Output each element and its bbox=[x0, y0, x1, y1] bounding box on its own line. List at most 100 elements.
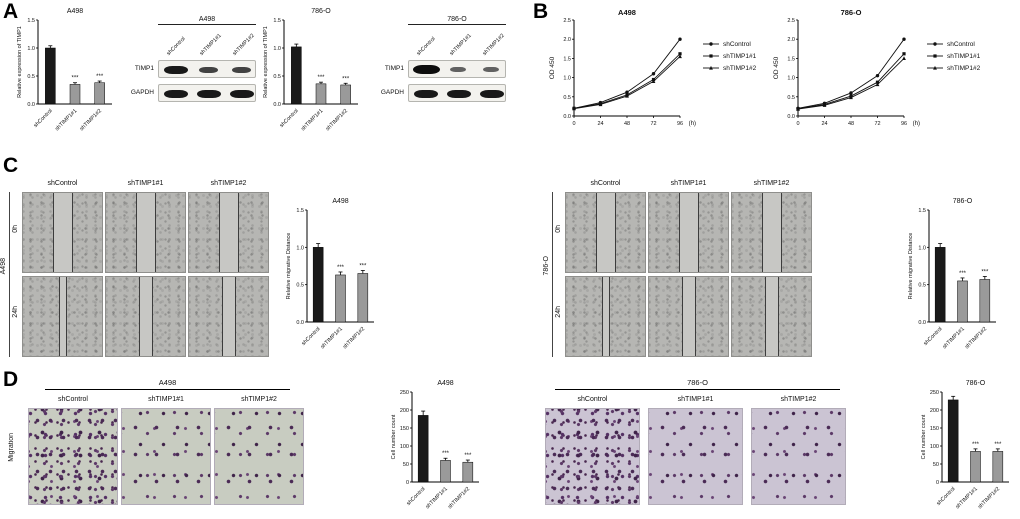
svg-text:Relative migrative Distance: Relative migrative Distance bbox=[908, 233, 914, 300]
scratch-image-786o-0h-shtimp1-2 bbox=[731, 192, 812, 273]
svg-text:1.0: 1.0 bbox=[27, 46, 35, 52]
svg-text:1.5: 1.5 bbox=[27, 18, 35, 24]
svg-text:shTIMP1#2: shTIMP1#2 bbox=[325, 108, 349, 132]
scratch-image-a498-0h-shtimp1-2 bbox=[188, 192, 269, 273]
scratch-image-a498-24h-shtimp1-1 bbox=[105, 276, 186, 357]
svg-text:0: 0 bbox=[936, 480, 939, 486]
blot-band bbox=[480, 90, 504, 98]
svg-text:200: 200 bbox=[400, 408, 409, 414]
blot-band-row-gapdh bbox=[408, 84, 506, 102]
lane-label: shTIMP1#2 bbox=[481, 32, 506, 57]
transwell-image-a498-shtimp1-1 bbox=[121, 408, 211, 505]
scratch-gap bbox=[52, 193, 73, 272]
svg-text:0.0: 0.0 bbox=[563, 114, 571, 120]
blot-band bbox=[164, 90, 188, 98]
svg-text:1.0: 1.0 bbox=[787, 76, 795, 82]
scratch-image-786o-0h-shtimp1-1 bbox=[648, 192, 729, 273]
group-header-786o: 786-O bbox=[555, 378, 840, 390]
svg-text:786-O: 786-O bbox=[966, 380, 986, 387]
scratch-image-786o-24h-shcontrol bbox=[565, 276, 646, 357]
bar-chart-cell-count-786o: 0 50 100 150 200 250 786-O Cell number count shC… bbox=[918, 376, 1013, 518]
blot-band bbox=[232, 67, 251, 73]
scratch-gap bbox=[218, 193, 239, 272]
row-label-0h: 0h bbox=[12, 225, 19, 233]
legend-label: shTIMP1#1 bbox=[723, 52, 757, 60]
column-label-shtimp1-1: shTIMP1#1 bbox=[127, 180, 164, 187]
column-label-shcontrol: shControl bbox=[47, 180, 78, 187]
line-chart-cck8-786o: 0.0 0.5 1.0 1.5 2.0 2.5 0 24 48 72 96 (h) 786-O OD 45… bbox=[770, 6, 922, 138]
group-header-a498: A498 bbox=[45, 378, 290, 390]
svg-text:shTIMP1#1: shTIMP1#1 bbox=[54, 108, 78, 132]
svg-text:0.5: 0.5 bbox=[273, 74, 281, 80]
svg-text:0: 0 bbox=[572, 121, 575, 127]
legend-label: shControl bbox=[947, 40, 975, 48]
svg-text:1.5: 1.5 bbox=[296, 208, 304, 214]
svg-text:2.5: 2.5 bbox=[563, 18, 571, 24]
svg-text:1.5: 1.5 bbox=[563, 56, 571, 62]
svg-text:***: *** bbox=[464, 453, 472, 459]
scratch-gap bbox=[678, 193, 699, 272]
blot-title-786o: 786-O bbox=[408, 16, 506, 25]
legend-entry: shControl bbox=[702, 40, 756, 48]
blot-band bbox=[483, 67, 499, 72]
blot-band bbox=[413, 65, 440, 74]
svg-text:0.5: 0.5 bbox=[787, 95, 795, 101]
column-label-shtimp1-1: shTIMP1#1 bbox=[670, 180, 707, 187]
cell-line-label-786o: 786-O bbox=[543, 256, 550, 276]
column-label-shcontrol: shControl bbox=[577, 396, 608, 403]
svg-text:250: 250 bbox=[930, 390, 939, 396]
svg-text:(h): (h) bbox=[689, 121, 696, 127]
blot-band bbox=[164, 66, 188, 74]
svg-text:1.5: 1.5 bbox=[273, 18, 281, 24]
blot-band-row-timp1 bbox=[158, 60, 256, 78]
svg-text:24: 24 bbox=[597, 121, 603, 127]
svg-text:0.0: 0.0 bbox=[918, 320, 926, 326]
scratch-gap bbox=[595, 193, 616, 272]
svg-text:***: *** bbox=[994, 442, 1002, 448]
transwell-image-a498-shcontrol bbox=[28, 408, 118, 505]
svg-text:50: 50 bbox=[933, 462, 939, 468]
svg-text:786-O: 786-O bbox=[311, 8, 331, 15]
column-label-shtimp1-1: shTIMP1#1 bbox=[148, 396, 184, 403]
svg-text:0.0: 0.0 bbox=[296, 320, 304, 326]
svg-text:24: 24 bbox=[821, 121, 827, 127]
svg-text:shTIMP1#1: shTIMP1#1 bbox=[300, 108, 324, 132]
svg-text:shTIMP1#1: shTIMP1#1 bbox=[425, 486, 449, 510]
svg-text:shControl: shControl bbox=[279, 108, 300, 129]
svg-text:***: *** bbox=[342, 76, 350, 82]
svg-text:A498: A498 bbox=[67, 8, 83, 15]
svg-text:150: 150 bbox=[930, 426, 939, 432]
svg-text:0.0: 0.0 bbox=[787, 114, 795, 120]
blot-band bbox=[199, 67, 218, 73]
svg-text:shTIMP1#2: shTIMP1#2 bbox=[977, 486, 1001, 510]
column-label-shtimp1-2: shTIMP1#2 bbox=[780, 396, 817, 403]
column-label-shtimp1-2: shTIMP1#2 bbox=[241, 396, 277, 403]
bar-chart-migrative-distance-786o: 0.0 0.5 1.0 1.5 786-O Relative migrative Dist… bbox=[905, 194, 1000, 358]
svg-text:***: *** bbox=[959, 271, 967, 277]
svg-text:***: *** bbox=[96, 74, 104, 80]
svg-text:***: *** bbox=[972, 442, 980, 448]
scratch-image-a498-0h-shtimp1-1 bbox=[105, 192, 186, 273]
svg-text:0.5: 0.5 bbox=[918, 283, 926, 289]
row-label-migration: Migration bbox=[8, 433, 15, 462]
svg-text:0.5: 0.5 bbox=[563, 95, 571, 101]
legend-marker-icon bbox=[927, 42, 943, 46]
bar-chart-migrative-distance-a498: 0.0 0.5 1.0 1.5 A498 Relative migrative Dista… bbox=[283, 194, 378, 358]
row-label-0h: 0h bbox=[555, 225, 562, 233]
svg-text:OD 450: OD 450 bbox=[773, 56, 780, 79]
svg-text:1.0: 1.0 bbox=[563, 76, 571, 82]
scratch-gap bbox=[681, 277, 696, 356]
blot-row-label-gapdh: GAPDH bbox=[130, 89, 154, 96]
scratch-image-786o-0h-shcontrol bbox=[565, 192, 646, 273]
svg-text:A498: A498 bbox=[437, 380, 453, 387]
scratch-gap bbox=[221, 277, 236, 356]
transwell-image-a498-shtimp1-2 bbox=[214, 408, 304, 505]
blot-band bbox=[450, 67, 466, 72]
svg-text:(h): (h) bbox=[913, 121, 920, 127]
svg-text:786-O: 786-O bbox=[841, 8, 862, 17]
svg-text:2.0: 2.0 bbox=[563, 37, 571, 43]
transwell-image-786o-shcontrol bbox=[545, 408, 640, 505]
column-label-shtimp1-2: shTIMP1#2 bbox=[210, 180, 247, 187]
svg-text:786-O: 786-O bbox=[953, 198, 973, 205]
svg-text:200: 200 bbox=[930, 408, 939, 414]
